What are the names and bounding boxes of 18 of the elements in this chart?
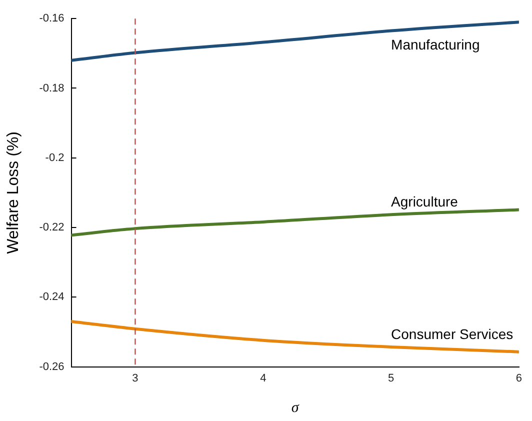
x-tick-label: 3 — [132, 372, 138, 384]
y-tick-label: -0.2 — [45, 152, 64, 164]
y-tick-label: -0.16 — [39, 12, 64, 25]
y-tick-label: -0.26 — [39, 360, 64, 373]
series-label: Manufacturing — [391, 36, 480, 53]
series-label: Consumer Services — [391, 326, 514, 342]
line-series — [71, 20, 519, 62]
x-tick-label: 5 — [388, 372, 394, 384]
x-axis-title: σ — [291, 400, 300, 416]
series-label: Agriculture — [391, 193, 458, 210]
y-tick-label: -0.18 — [39, 82, 64, 94]
y-axis-title: Welfare Loss (%) — [5, 131, 22, 254]
y-tick-label: -0.22 — [39, 222, 64, 234]
line-series — [71, 208, 519, 237]
line-series — [71, 320, 519, 354]
x-tick-label: 6 — [516, 372, 522, 384]
y-tick-label: -0.24 — [39, 291, 64, 304]
x-tick-label: 4 — [260, 372, 266, 384]
